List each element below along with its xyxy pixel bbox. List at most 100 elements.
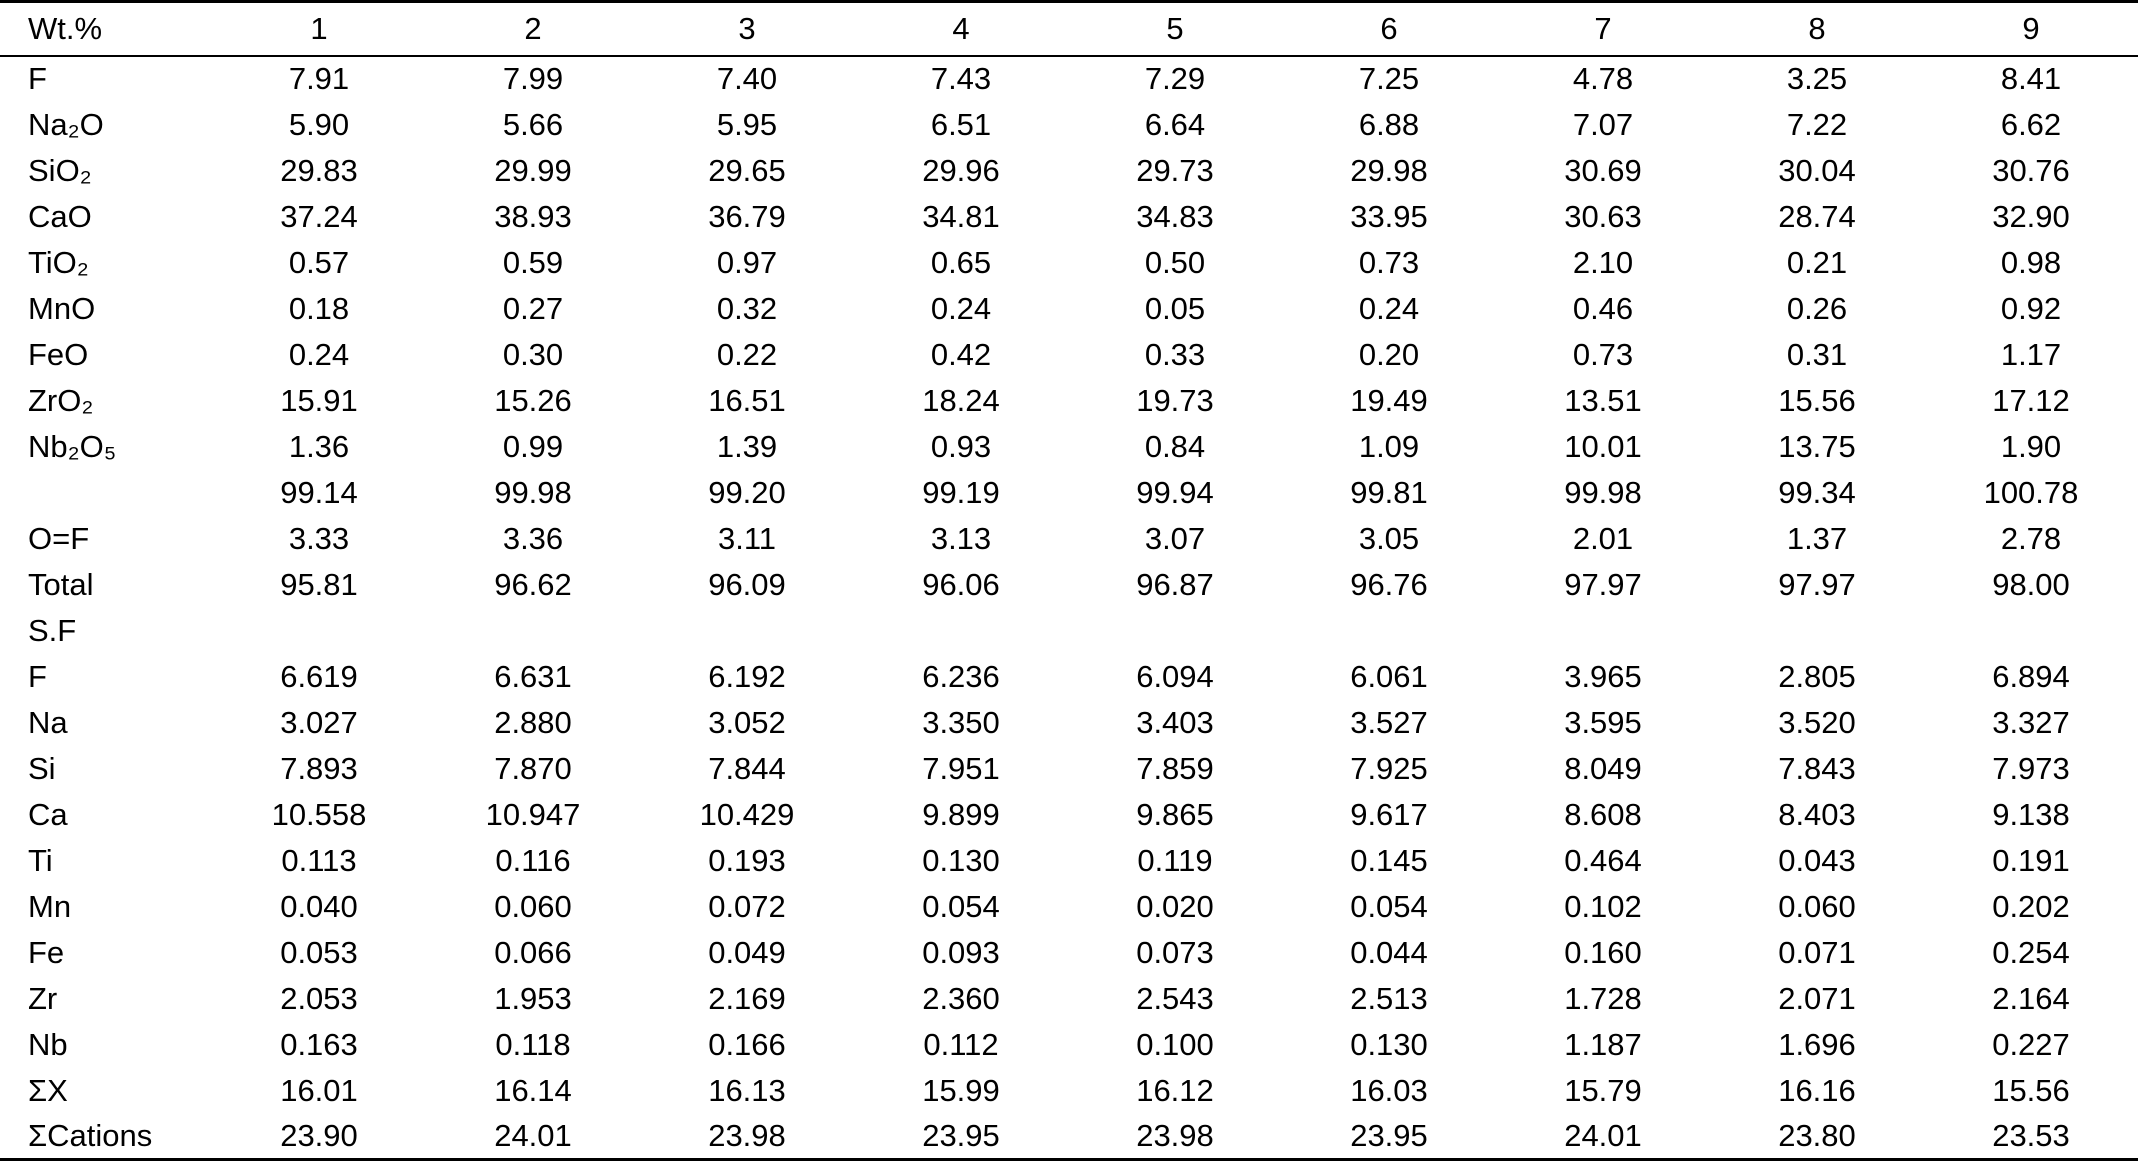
table-row: Nb 0.163 0.118 0.166 0.112 0.100 0.130 1.187 1.6…	[0, 1022, 2138, 1068]
data-cell	[1068, 608, 1282, 654]
row-label: Si	[28, 750, 56, 786]
data-cell: 0.130	[1350, 1026, 1428, 1062]
table-row: TiO₂ 0.57 0.59 0.97 0.65 0.50 0.73 2.10 0.21 0.98	[0, 240, 2138, 286]
data-cell: 0.59	[502, 244, 564, 280]
data-cell: 0.093	[922, 934, 1000, 970]
row-label: ΣCations	[28, 1117, 153, 1153]
data-cell: 1.37	[1786, 520, 1848, 556]
data-cell: 99.98	[494, 474, 572, 510]
header-title-cell: Wt.%	[28, 10, 103, 46]
data-cell: 23.90	[280, 1117, 358, 1153]
table-row: MnO 0.18 0.27 0.32 0.24 0.05 0.24 0.46 0.26 0.92	[0, 286, 2138, 332]
row-label: O=F	[28, 520, 90, 556]
table-row: CaO 37.24 38.93 36.79 34.81 34.83 33.95 30.63 28…	[0, 194, 2138, 240]
data-cell: 7.859	[1136, 750, 1214, 786]
data-cell: 13.75	[1778, 428, 1856, 464]
table-row: Mn 0.040 0.060 0.072 0.054 0.020 0.054 0.102 0.0…	[0, 884, 2138, 930]
data-cell: 96.76	[1350, 566, 1428, 602]
data-cell: 6.094	[1136, 658, 1214, 694]
data-cell: 16.51	[708, 382, 786, 418]
data-cell: 1.90	[2000, 428, 2062, 464]
data-cell: 16.13	[708, 1072, 786, 1108]
data-cell: 30.69	[1564, 152, 1642, 188]
row-label: ZrO₂	[28, 382, 94, 418]
data-cell: 2.10	[1572, 244, 1634, 280]
data-cell: 2.071	[1778, 980, 1856, 1016]
data-cell: 0.26	[1786, 290, 1848, 326]
data-cell: 2.169	[708, 980, 786, 1016]
data-cell: 3.25	[1786, 61, 1848, 96]
data-cell: 24.01	[1564, 1117, 1642, 1153]
data-cell: 2.880	[494, 704, 572, 740]
data-cell: 23.53	[1992, 1117, 2070, 1153]
column-header-5: 5	[1166, 10, 1184, 46]
table-row: F 6.619 6.631 6.192 6.236 6.094 6.061 3.965 2.80…	[0, 654, 2138, 700]
data-cell	[640, 608, 854, 654]
data-cell: 96.09	[708, 566, 786, 602]
data-cell: 29.99	[494, 152, 572, 188]
data-cell: 0.05	[1144, 290, 1206, 326]
table-row: Fe 0.053 0.066 0.049 0.093 0.073 0.044 0.160 0.0…	[0, 930, 2138, 976]
row-label: ΣX	[28, 1072, 68, 1108]
data-cell: 15.56	[1992, 1072, 2070, 1108]
data-cell: 96.87	[1136, 566, 1214, 602]
table-body: F 7.91 7.99 7.40 7.43 7.29 7.25 4.78 3.25 8.41 Na₂…	[0, 56, 2138, 1160]
row-label: CaO	[28, 198, 92, 234]
data-cell: 0.50	[1144, 244, 1206, 280]
data-cell	[212, 608, 426, 654]
data-cell	[1282, 608, 1496, 654]
table-row: Nb₂O₅ 1.36 0.99 1.39 0.93 0.84 1.09 10.01 13.75 1…	[0, 424, 2138, 470]
data-cell: 2.164	[1992, 980, 2070, 1016]
data-cell: 0.071	[1778, 934, 1856, 970]
data-cell: 6.061	[1350, 658, 1428, 694]
data-cell: 0.072	[708, 888, 786, 924]
data-cell: 0.053	[280, 934, 358, 970]
data-cell: 6.192	[708, 658, 786, 694]
data-cell: 16.03	[1350, 1072, 1428, 1108]
data-cell: 0.054	[922, 888, 1000, 924]
data-cell: 0.073	[1136, 934, 1214, 970]
column-header-2: 2	[524, 10, 542, 46]
table-row: ZrO₂ 15.91 15.26 16.51 18.24 19.73 19.49 13.51 1…	[0, 378, 2138, 424]
row-label: Ti	[28, 842, 53, 878]
data-cell: 15.79	[1564, 1072, 1642, 1108]
data-cell: 95.81	[280, 566, 358, 602]
table-row: Na 3.027 2.880 3.052 3.350 3.403 3.527 3.595 3.5…	[0, 700, 2138, 746]
data-cell: 28.74	[1778, 198, 1856, 234]
table-row: Ti 0.113 0.116 0.193 0.130 0.119 0.145 0.464 0.0…	[0, 838, 2138, 884]
data-cell: 4.78	[1572, 61, 1634, 96]
data-cell: 2.360	[922, 980, 1000, 1016]
row-label: SiO₂	[28, 152, 92, 188]
data-cell: 16.01	[280, 1072, 358, 1108]
data-cell: 98.00	[1992, 566, 2070, 602]
data-cell: 30.76	[1992, 152, 2070, 188]
table-row: Total 95.81 96.62 96.09 96.06 96.87 96.76 97.97…	[0, 562, 2138, 608]
data-cell: 9.138	[1992, 796, 2070, 832]
data-cell: 8.608	[1564, 796, 1642, 832]
data-cell: 38.93	[494, 198, 572, 234]
data-cell: 10.01	[1564, 428, 1642, 464]
data-cell: 18.24	[922, 382, 1000, 418]
data-cell: 16.14	[494, 1072, 572, 1108]
data-cell: 0.20	[1358, 336, 1420, 372]
data-cell: 0.102	[1564, 888, 1642, 924]
data-cell: 6.62	[2000, 106, 2062, 142]
data-cell: 23.80	[1778, 1117, 1856, 1153]
data-cell: 99.94	[1136, 474, 1214, 510]
table-row: S.F	[0, 608, 2138, 654]
row-label: Na₂O	[28, 106, 104, 142]
data-cell: 0.18	[288, 290, 350, 326]
data-cell: 99.19	[922, 474, 1000, 510]
data-cell: 10.429	[699, 796, 795, 832]
data-cell: 3.33	[288, 520, 350, 556]
data-cell: 0.32	[716, 290, 778, 326]
data-cell: 6.64	[1144, 106, 1206, 142]
data-cell: 34.83	[1136, 198, 1214, 234]
table-row: ΣX 16.01 16.14 16.13 15.99 16.12 16.03 15.79 16.…	[0, 1068, 2138, 1114]
data-cell: 3.027	[280, 704, 358, 740]
data-cell: 99.98	[1564, 474, 1642, 510]
header-row: Wt.% 1 2 3 4 5 6 7 8 9	[0, 2, 2138, 56]
data-cell: 1.696	[1778, 1026, 1856, 1062]
data-cell: 9.617	[1350, 796, 1428, 832]
